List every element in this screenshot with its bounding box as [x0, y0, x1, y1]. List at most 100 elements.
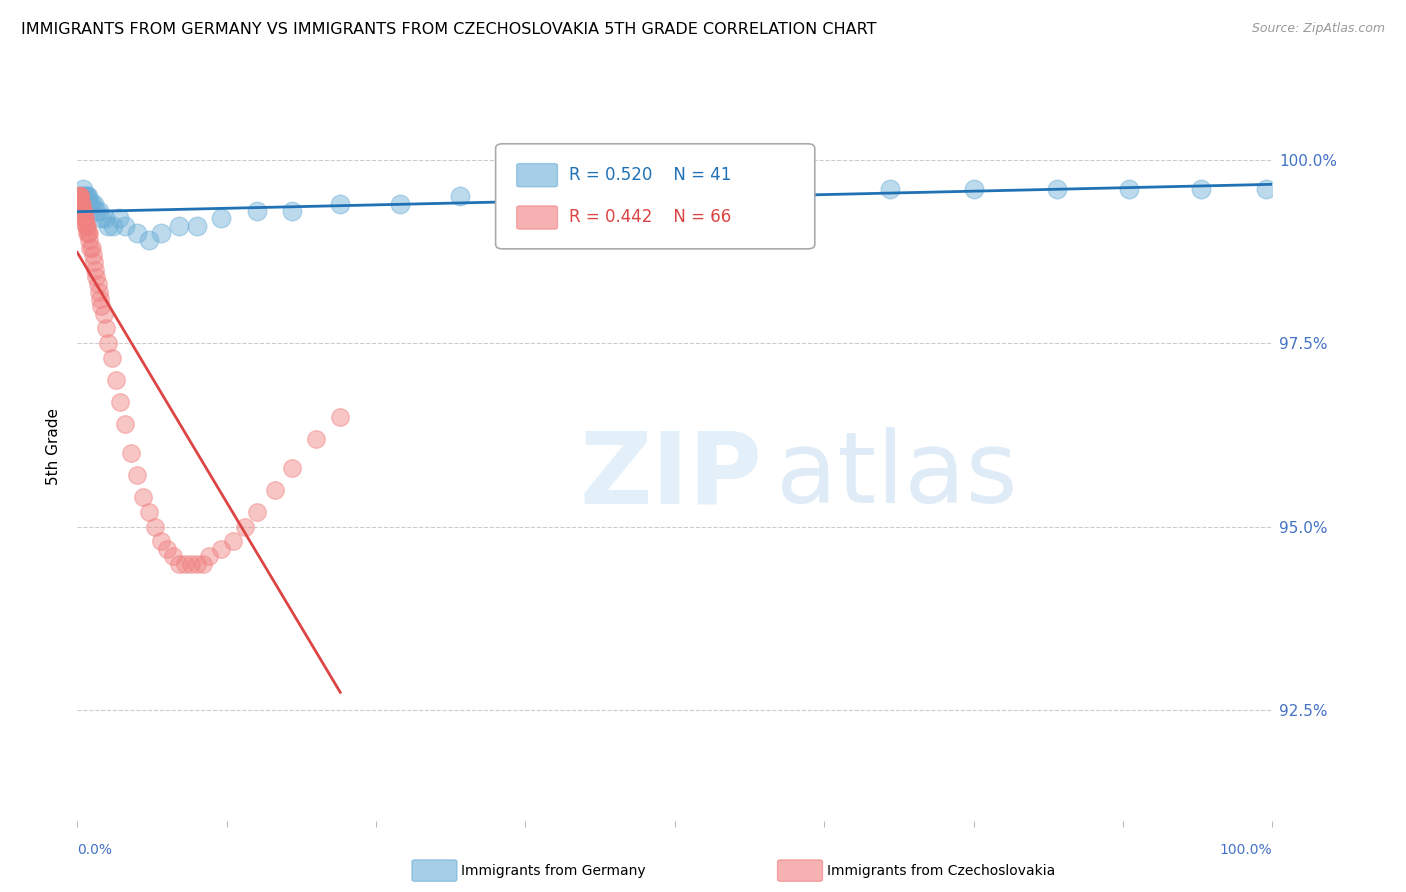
Point	[69, 189, 91, 203]
Point	[69, 189, 91, 203]
Point	[167, 557, 190, 571]
Point	[209, 211, 232, 226]
Point	[263, 483, 285, 497]
Text: Source: ZipAtlas.com: Source: ZipAtlas.com	[1251, 22, 1385, 36]
Point	[246, 203, 269, 218]
Text: atlas: atlas	[776, 427, 1018, 524]
Point	[67, 189, 90, 203]
Point	[688, 182, 710, 196]
Point	[104, 373, 127, 387]
Point	[114, 219, 136, 233]
Point	[67, 189, 90, 203]
Y-axis label: 5th Grade: 5th Grade	[46, 408, 62, 484]
Point	[82, 248, 104, 262]
Point	[97, 219, 120, 233]
Text: Immigrants from Germany: Immigrants from Germany	[461, 863, 645, 878]
Point	[281, 203, 304, 218]
Point	[70, 196, 93, 211]
Point	[222, 534, 245, 549]
Point	[80, 196, 103, 211]
Point	[75, 219, 97, 233]
Point	[76, 226, 98, 240]
Text: R = 0.442    N = 66: R = 0.442 N = 66	[569, 209, 731, 227]
Point	[108, 211, 131, 226]
Point	[174, 557, 197, 571]
Point	[449, 189, 471, 203]
Point	[76, 219, 98, 233]
Point	[1046, 182, 1069, 196]
Point	[132, 491, 155, 505]
Point	[86, 270, 108, 285]
Point	[76, 189, 98, 203]
Point	[162, 549, 184, 564]
Point	[186, 557, 208, 571]
Point	[605, 189, 627, 203]
Text: IMMIGRANTS FROM GERMANY VS IMMIGRANTS FROM CZECHOSLOVAKIA 5TH GRADE CORRELATION : IMMIGRANTS FROM GERMANY VS IMMIGRANTS FR…	[21, 22, 876, 37]
Point	[70, 189, 93, 203]
Text: 0.0%: 0.0%	[77, 843, 112, 857]
Point	[127, 226, 149, 240]
Point	[233, 520, 256, 534]
Text: Immigrants from Czechoslovakia: Immigrants from Czechoslovakia	[827, 863, 1054, 878]
Point	[73, 189, 96, 203]
Point	[209, 541, 232, 556]
Point	[72, 203, 94, 218]
Point	[963, 182, 986, 196]
Point	[89, 292, 111, 306]
Point	[191, 557, 214, 571]
Point	[86, 277, 108, 292]
Point	[70, 196, 93, 211]
Point	[1189, 182, 1212, 196]
Point	[94, 321, 117, 335]
Point	[70, 203, 93, 218]
Point	[79, 241, 101, 255]
Point	[1256, 182, 1278, 196]
Point	[75, 219, 97, 233]
Point	[75, 211, 97, 226]
Point	[87, 285, 110, 299]
Text: 100.0%: 100.0%	[1220, 843, 1272, 857]
Point	[79, 196, 101, 211]
Point	[80, 241, 103, 255]
Point	[69, 189, 91, 203]
Point	[783, 182, 806, 196]
Point	[79, 233, 101, 247]
Point	[77, 226, 100, 240]
Point	[110, 395, 132, 409]
Text: ZIP: ZIP	[579, 427, 762, 524]
Point	[66, 189, 89, 203]
Point	[83, 196, 105, 211]
Point	[138, 505, 160, 519]
Point	[156, 541, 179, 556]
Point	[73, 211, 96, 226]
Point	[180, 557, 202, 571]
Point	[73, 211, 96, 226]
Point	[67, 189, 90, 203]
Point	[69, 196, 91, 211]
Point	[388, 196, 412, 211]
Point	[150, 226, 173, 240]
Point	[138, 233, 160, 247]
Point	[70, 196, 93, 211]
Point	[79, 196, 101, 211]
Point	[281, 461, 304, 475]
Point	[329, 196, 352, 211]
Point	[120, 446, 142, 460]
Point	[167, 219, 190, 233]
Point	[67, 189, 90, 203]
Point	[305, 432, 328, 446]
Point	[72, 182, 94, 196]
Point	[246, 505, 269, 519]
Point	[143, 520, 166, 534]
Point	[90, 211, 112, 226]
Point	[75, 189, 97, 203]
Point	[114, 417, 136, 431]
Point	[197, 549, 219, 564]
Point	[520, 189, 543, 203]
Point	[77, 189, 100, 203]
Point	[84, 262, 107, 277]
Point	[90, 300, 112, 314]
Point	[97, 336, 120, 351]
Point	[101, 351, 124, 365]
Point	[69, 189, 91, 203]
